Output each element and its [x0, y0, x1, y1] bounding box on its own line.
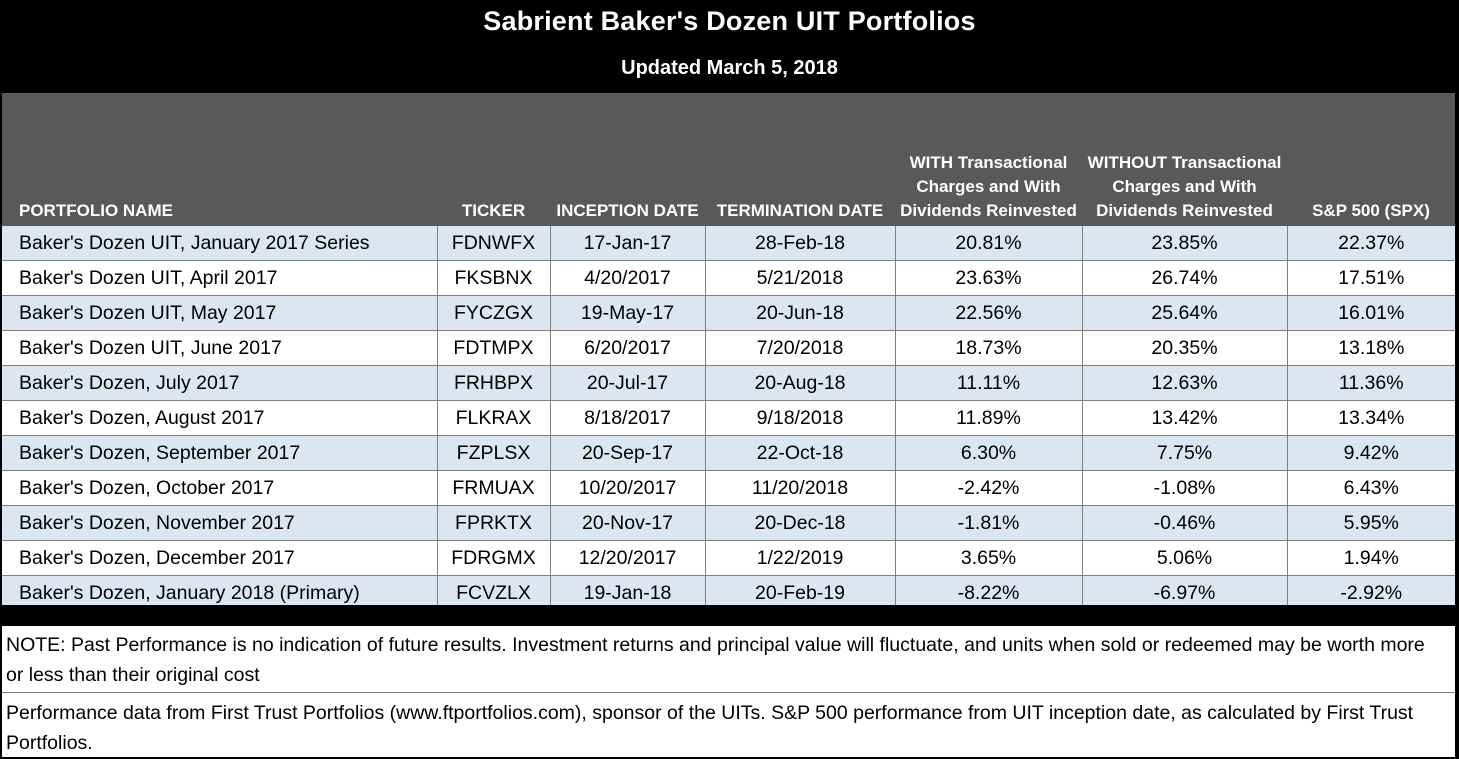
cell-sp500: 9.42% — [1287, 435, 1455, 471]
table-row: Baker's Dozen UIT, May 2017 FYCZGX 19-May-… — [2, 295, 1455, 331]
column-header-inception-date: INCEPTION DATE — [550, 93, 705, 226]
column-header-termination-date: TERMINATION DATE — [705, 93, 895, 226]
cell-termination-date: 1/22/2019 — [705, 540, 896, 576]
cell-portfolio-name: Baker's Dozen, August 2017 — [2, 400, 438, 436]
table-row: Baker's Dozen UIT, June 2017 FDTMPX 6/20/2… — [2, 330, 1455, 366]
cell-sp500: 17.51% — [1287, 260, 1455, 296]
cell-with-charges: 20.81% — [895, 226, 1083, 261]
cell-termination-date: 28-Feb-18 — [705, 226, 896, 261]
table-row: Baker's Dozen, September 2017 FZPLSX 20-Se… — [2, 435, 1455, 471]
cell-ticker: FKSBNX — [437, 260, 551, 296]
cell-inception-date: 10/20/2017 — [550, 470, 706, 506]
cell-termination-date: 20-Jun-18 — [705, 295, 896, 331]
cell-termination-date: 20-Aug-18 — [705, 365, 896, 401]
cell-sp500: 16.01% — [1287, 295, 1455, 331]
cell-termination-date: 9/18/2018 — [705, 400, 896, 436]
notes-panel: NOTE: Past Performance is no indication … — [2, 626, 1455, 757]
cell-portfolio-name: Baker's Dozen, October 2017 — [2, 470, 438, 506]
notes-divider — [2, 692, 1455, 693]
cell-without-charges: 7.75% — [1082, 435, 1288, 471]
source-note: Performance data from First Trust Portfo… — [6, 702, 1414, 754]
cell-with-charges: 6.30% — [895, 435, 1083, 471]
cell-without-charges: -1.08% — [1082, 470, 1288, 506]
cell-with-charges: -2.42% — [895, 470, 1083, 506]
cell-with-charges: 3.65% — [895, 540, 1083, 576]
cell-sp500: 1.94% — [1287, 540, 1455, 576]
cell-with-charges: 23.63% — [895, 260, 1083, 296]
column-header-ticker: TICKER — [437, 93, 550, 226]
table-header-row: PORTFOLIO NAME TICKER INCEPTION DATE TER… — [2, 93, 1455, 226]
portfolio-table: PORTFOLIO NAME TICKER INCEPTION DATE TER… — [2, 93, 1455, 611]
cell-inception-date: 8/18/2017 — [550, 400, 706, 436]
cell-inception-date: 17-Jan-17 — [550, 226, 706, 261]
cell-inception-date: 6/20/2017 — [550, 330, 706, 366]
cell-ticker: FZPLSX — [437, 435, 551, 471]
cell-ticker: FDTMPX — [437, 330, 551, 366]
cell-ticker: FRHBPX — [437, 365, 551, 401]
cell-sp500: 11.36% — [1287, 365, 1455, 401]
cell-inception-date: 20-Sep-17 — [550, 435, 706, 471]
table-row: Baker's Dozen, December 2017 FDRGMX 12/20/… — [2, 540, 1455, 576]
cell-sp500: 13.18% — [1287, 330, 1455, 366]
cell-without-charges: 25.64% — [1082, 295, 1288, 331]
cell-without-charges: 20.35% — [1082, 330, 1288, 366]
disclaimer-note: NOTE: Past Performance is no indication … — [6, 634, 1425, 686]
column-header-with-charges: WITH Transactional Charges and With Divi… — [895, 93, 1082, 226]
cell-sp500: 22.37% — [1287, 226, 1455, 261]
cell-ticker: FRMUAX — [437, 470, 551, 506]
cell-ticker: FLKRAX — [437, 400, 551, 436]
column-header-sp500: S&P 500 (SPX) — [1287, 93, 1455, 226]
cell-inception-date: 20-Nov-17 — [550, 505, 706, 541]
cell-without-charges: 12.63% — [1082, 365, 1288, 401]
cell-termination-date: 20-Dec-18 — [705, 505, 896, 541]
cell-without-charges: 5.06% — [1082, 540, 1288, 576]
cell-ticker: FDRGMX — [437, 540, 551, 576]
table-row: Baker's Dozen UIT, January 2017 Series FD… — [2, 226, 1455, 261]
cell-with-charges: 11.11% — [895, 365, 1083, 401]
cell-portfolio-name: Baker's Dozen UIT, April 2017 — [2, 260, 438, 296]
column-header-portfolio-name: PORTFOLIO NAME — [2, 93, 437, 226]
table-row: Baker's Dozen, July 2017 FRHBPX 20-Jul-17 2… — [2, 365, 1455, 401]
cell-portfolio-name: Baker's Dozen, November 2017 — [2, 505, 438, 541]
table-row: Baker's Dozen UIT, April 2017 FKSBNX 4/20/… — [2, 260, 1455, 296]
black-spacer — [2, 605, 1455, 626]
cell-portfolio-name: Baker's Dozen UIT, May 2017 — [2, 295, 438, 331]
cell-portfolio-name: Baker's Dozen UIT, January 2017 Series — [2, 226, 438, 261]
cell-termination-date: 5/21/2018 — [705, 260, 896, 296]
cell-portfolio-name: Baker's Dozen, September 2017 — [2, 435, 438, 471]
cell-ticker: FYCZGX — [437, 295, 551, 331]
table-row: Baker's Dozen, August 2017 FLKRAX 8/18/201… — [2, 400, 1455, 436]
page-title: Sabrient Baker's Dozen UIT Portfolios — [483, 6, 976, 36]
cell-ticker: FPRKTX — [437, 505, 551, 541]
cell-portfolio-name: Baker's Dozen, December 2017 — [2, 540, 438, 576]
cell-termination-date: 11/20/2018 — [705, 470, 896, 506]
cell-without-charges: 23.85% — [1082, 226, 1288, 261]
cell-inception-date: 20-Jul-17 — [550, 365, 706, 401]
table-body: Baker's Dozen UIT, January 2017 Series FD… — [2, 226, 1455, 611]
cell-termination-date: 7/20/2018 — [705, 330, 896, 366]
cell-sp500: 5.95% — [1287, 505, 1455, 541]
cell-with-charges: 11.89% — [895, 400, 1083, 436]
table-row: Baker's Dozen, October 2017 FRMUAX 10/20/2… — [2, 470, 1455, 506]
column-header-without-charges: WITHOUT Transactional Charges and With D… — [1082, 93, 1287, 226]
cell-without-charges: 26.74% — [1082, 260, 1288, 296]
cell-with-charges: 22.56% — [895, 295, 1083, 331]
portfolio-table-container: PORTFOLIO NAME TICKER INCEPTION DATE TER… — [2, 93, 1455, 611]
cell-inception-date: 4/20/2017 — [550, 260, 706, 296]
page-subtitle: Updated March 5, 2018 — [621, 57, 838, 79]
cell-portfolio-name: Baker's Dozen, July 2017 — [2, 365, 438, 401]
cell-with-charges: 18.73% — [895, 330, 1083, 366]
cell-without-charges: -0.46% — [1082, 505, 1288, 541]
cell-without-charges: 13.42% — [1082, 400, 1288, 436]
cell-portfolio-name: Baker's Dozen UIT, June 2017 — [2, 330, 438, 366]
cell-with-charges: -1.81% — [895, 505, 1083, 541]
cell-termination-date: 22-Oct-18 — [705, 435, 896, 471]
title-block: Sabrient Baker's Dozen UIT Portfolios Up… — [0, 0, 1459, 93]
table-row: Baker's Dozen, November 2017 FPRKTX 20-Nov… — [2, 505, 1455, 541]
cell-ticker: FDNWFX — [437, 226, 551, 261]
cell-sp500: 6.43% — [1287, 470, 1455, 506]
cell-sp500: 13.34% — [1287, 400, 1455, 436]
cell-inception-date: 12/20/2017 — [550, 540, 706, 576]
cell-inception-date: 19-May-17 — [550, 295, 706, 331]
